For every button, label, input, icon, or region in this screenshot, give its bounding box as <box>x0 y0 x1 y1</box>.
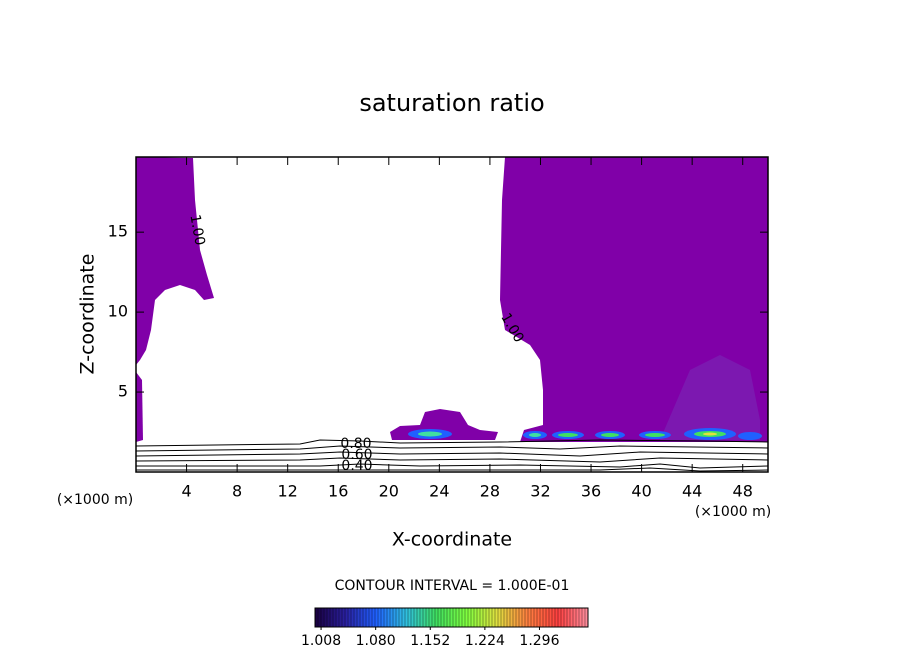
colorbar <box>314 607 589 628</box>
y-axis-label: Z-coordinate <box>77 254 99 375</box>
x-tick-label: 8 <box>232 482 242 501</box>
x-tick-label: 20 <box>379 482 399 501</box>
contour-label: 0.40 <box>341 458 372 474</box>
x-tick-label: 16 <box>328 482 348 501</box>
y-tick-label: 15 <box>108 222 128 241</box>
x-tick-label: 28 <box>480 482 500 501</box>
saturation-blobs <box>408 428 762 440</box>
y-tick-label: 5 <box>118 382 128 401</box>
x-tick-label: 24 <box>429 482 449 501</box>
region-shade <box>660 355 760 440</box>
x-tick-label: 44 <box>682 482 702 501</box>
colorbar-tick-label: 1.224 <box>465 633 505 649</box>
chart-title: saturation ratio <box>359 89 544 117</box>
x-tick-label: 12 <box>278 482 298 501</box>
x-tick-label: 32 <box>530 482 550 501</box>
region <box>136 157 214 365</box>
x-unit-right: (×1000 m) <box>695 504 771 520</box>
x-axis-label: X-coordinate <box>392 529 512 551</box>
contour-interval: CONTOUR INTERVAL = 1.000E-01 <box>335 578 570 594</box>
region <box>136 372 143 442</box>
contour-field <box>136 157 768 472</box>
contour-label: 0.60 <box>341 447 372 463</box>
colorbar-tick-label: 1.080 <box>356 633 396 649</box>
x-tick-label: 4 <box>181 482 191 501</box>
contour-label: 1.00 <box>186 213 207 246</box>
contour-label: 0.80 <box>340 436 371 452</box>
colorbar-tick-label: 1.152 <box>410 633 450 649</box>
y-tick-label: 10 <box>108 302 128 321</box>
x-tick-label: 48 <box>733 482 753 501</box>
colorbar-tick-label: 1.296 <box>519 633 559 649</box>
x-tick-label: 40 <box>631 482 651 501</box>
x-unit-left: (×1000 m) <box>57 492 133 508</box>
x-tick-label: 36 <box>581 482 601 501</box>
colorbar-tick-label: 1.008 <box>301 633 341 649</box>
contour-lines <box>136 439 768 472</box>
plot-frame <box>135 156 769 473</box>
